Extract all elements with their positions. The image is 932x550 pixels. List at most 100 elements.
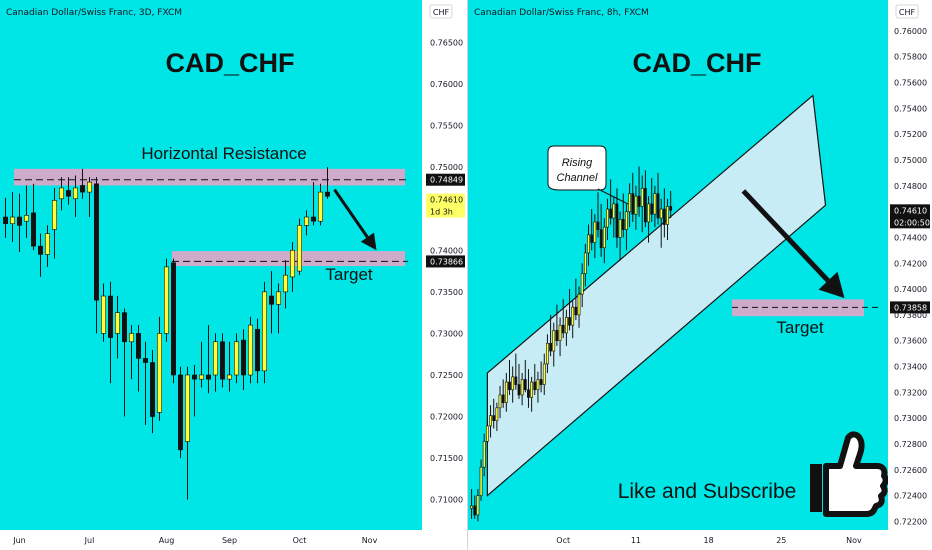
- left-y-tick-label: 0.76000: [430, 80, 463, 89]
- candle-bull: [248, 324, 253, 376]
- candle-bear: [492, 415, 496, 422]
- right-chart-header: Canadian Dollar/Swiss Franc, 8h, FXCM: [474, 8, 649, 18]
- candle-bull: [87, 181, 92, 193]
- candle-bear: [178, 374, 183, 451]
- candle-bull: [634, 195, 638, 215]
- left-resistance-label: Horizontal Resistance: [141, 144, 306, 163]
- candle-bear: [539, 379, 543, 385]
- left-y-tick-label: 0.74000: [430, 246, 463, 255]
- right-target-label: Target: [776, 318, 824, 337]
- candle-bear: [501, 394, 505, 403]
- left-x-tick-label: Nov: [362, 536, 378, 545]
- candle-bear: [241, 339, 246, 376]
- candle-bull: [470, 505, 473, 509]
- left-current-price-tag-bg: [426, 193, 465, 218]
- candle-bear: [94, 183, 99, 301]
- candle-bear: [637, 195, 641, 207]
- candle-bull: [666, 206, 669, 225]
- right-y-tick-label: 0.72800: [894, 440, 927, 449]
- candle-bear: [555, 330, 559, 342]
- left-chart-header: Canadian Dollar/Swiss Franc, 3D, FXCM: [6, 8, 182, 18]
- right-forecast-arrow-head: [818, 271, 845, 299]
- candle-bull: [552, 330, 556, 352]
- left-x-tick-label: Oct: [293, 536, 307, 545]
- left-x-tick-label: Jul: [84, 536, 95, 545]
- candle-bull: [234, 341, 239, 376]
- candle-bull: [283, 274, 288, 293]
- candle-bear: [325, 191, 330, 197]
- left-resistance-zone: [14, 168, 405, 186]
- candle-bull: [59, 187, 64, 200]
- right-y-tick-label: 0.73400: [894, 363, 927, 372]
- candle-bull: [10, 216, 15, 224]
- candle-bull: [489, 415, 492, 427]
- candle-bear: [206, 374, 211, 380]
- left-x-tick-label: Aug: [159, 536, 175, 545]
- right-forecast-arrow-shaft: [741, 189, 830, 283]
- right-y-tick-label: 0.75200: [894, 130, 927, 139]
- left-time-axis: [0, 530, 467, 550]
- left-y-tick-label: 0.75000: [430, 163, 463, 172]
- right-y-tick-label: 0.72600: [894, 466, 927, 475]
- candle-bull: [628, 193, 631, 212]
- callout-line-2: Channel: [557, 172, 599, 184]
- candle-bear: [122, 312, 127, 343]
- candle-bull: [262, 291, 267, 372]
- candle-bull: [290, 249, 295, 278]
- right-chart-panel: CAD_CHF Rising Channel Target Like and S…: [468, 0, 932, 550]
- candle-bull: [558, 324, 562, 342]
- candle-bull: [625, 211, 628, 230]
- candle-bull: [602, 226, 606, 249]
- right-y-tick-label: 0.74000: [894, 285, 927, 294]
- candle-bear: [643, 188, 647, 223]
- candle-bear: [568, 317, 571, 326]
- candle-bull: [213, 341, 218, 376]
- candle-bull: [157, 333, 162, 413]
- candle-bull: [297, 225, 302, 272]
- candle-bear: [656, 193, 660, 219]
- candle-bull: [511, 376, 515, 391]
- callout-pointer: [597, 188, 629, 205]
- left-currency-badge: [429, 4, 453, 19]
- left-currency-label: CHF: [433, 8, 450, 17]
- right-y-tick-label: 0.73800: [894, 311, 927, 320]
- candle-bear: [220, 341, 225, 380]
- candle-bull: [530, 381, 534, 398]
- candle-bear: [669, 206, 673, 211]
- left-chart-title: CAD_CHF: [165, 48, 294, 78]
- candle-bull: [564, 317, 568, 334]
- candle-bull: [593, 221, 597, 243]
- candle-bull: [612, 203, 616, 219]
- right-price-axis: [888, 0, 932, 550]
- left-x-tick-label: Jun: [12, 536, 26, 545]
- candle-bear: [662, 208, 666, 225]
- left-x-tick-label: Sep: [222, 536, 237, 545]
- candle-bull: [542, 363, 546, 385]
- candle-bear: [255, 328, 260, 372]
- candle-bull: [520, 379, 524, 396]
- right-x-tick-label: 11: [631, 536, 641, 545]
- left-forecast-arrow-shaft: [333, 188, 369, 238]
- left-y-tick-label: 0.71500: [430, 454, 463, 463]
- rising-channel: [486, 94, 827, 497]
- left-y-tick-label: 0.76500: [430, 38, 463, 47]
- candle-bull: [647, 203, 650, 223]
- candle-bull: [199, 374, 204, 380]
- candle-bull: [495, 407, 499, 422]
- candle-bull: [24, 215, 29, 222]
- candle-bear: [150, 362, 155, 417]
- candle-bear: [609, 208, 613, 219]
- candle-bear: [143, 358, 148, 363]
- left-target-price-tag: 0.73866: [430, 257, 463, 266]
- right-y-tick-label: 0.74800: [894, 182, 927, 191]
- candle-bull: [115, 312, 120, 334]
- right-currency-label: CHF: [899, 8, 916, 17]
- candle-bear: [590, 234, 594, 243]
- candle-bear: [192, 374, 197, 380]
- candle-bull: [659, 208, 663, 219]
- candle-bull: [479, 466, 483, 496]
- left-y-tick-label: 0.72500: [430, 371, 463, 380]
- left-y-tick-label: 0.75500: [430, 122, 463, 131]
- candle-bull: [546, 342, 549, 365]
